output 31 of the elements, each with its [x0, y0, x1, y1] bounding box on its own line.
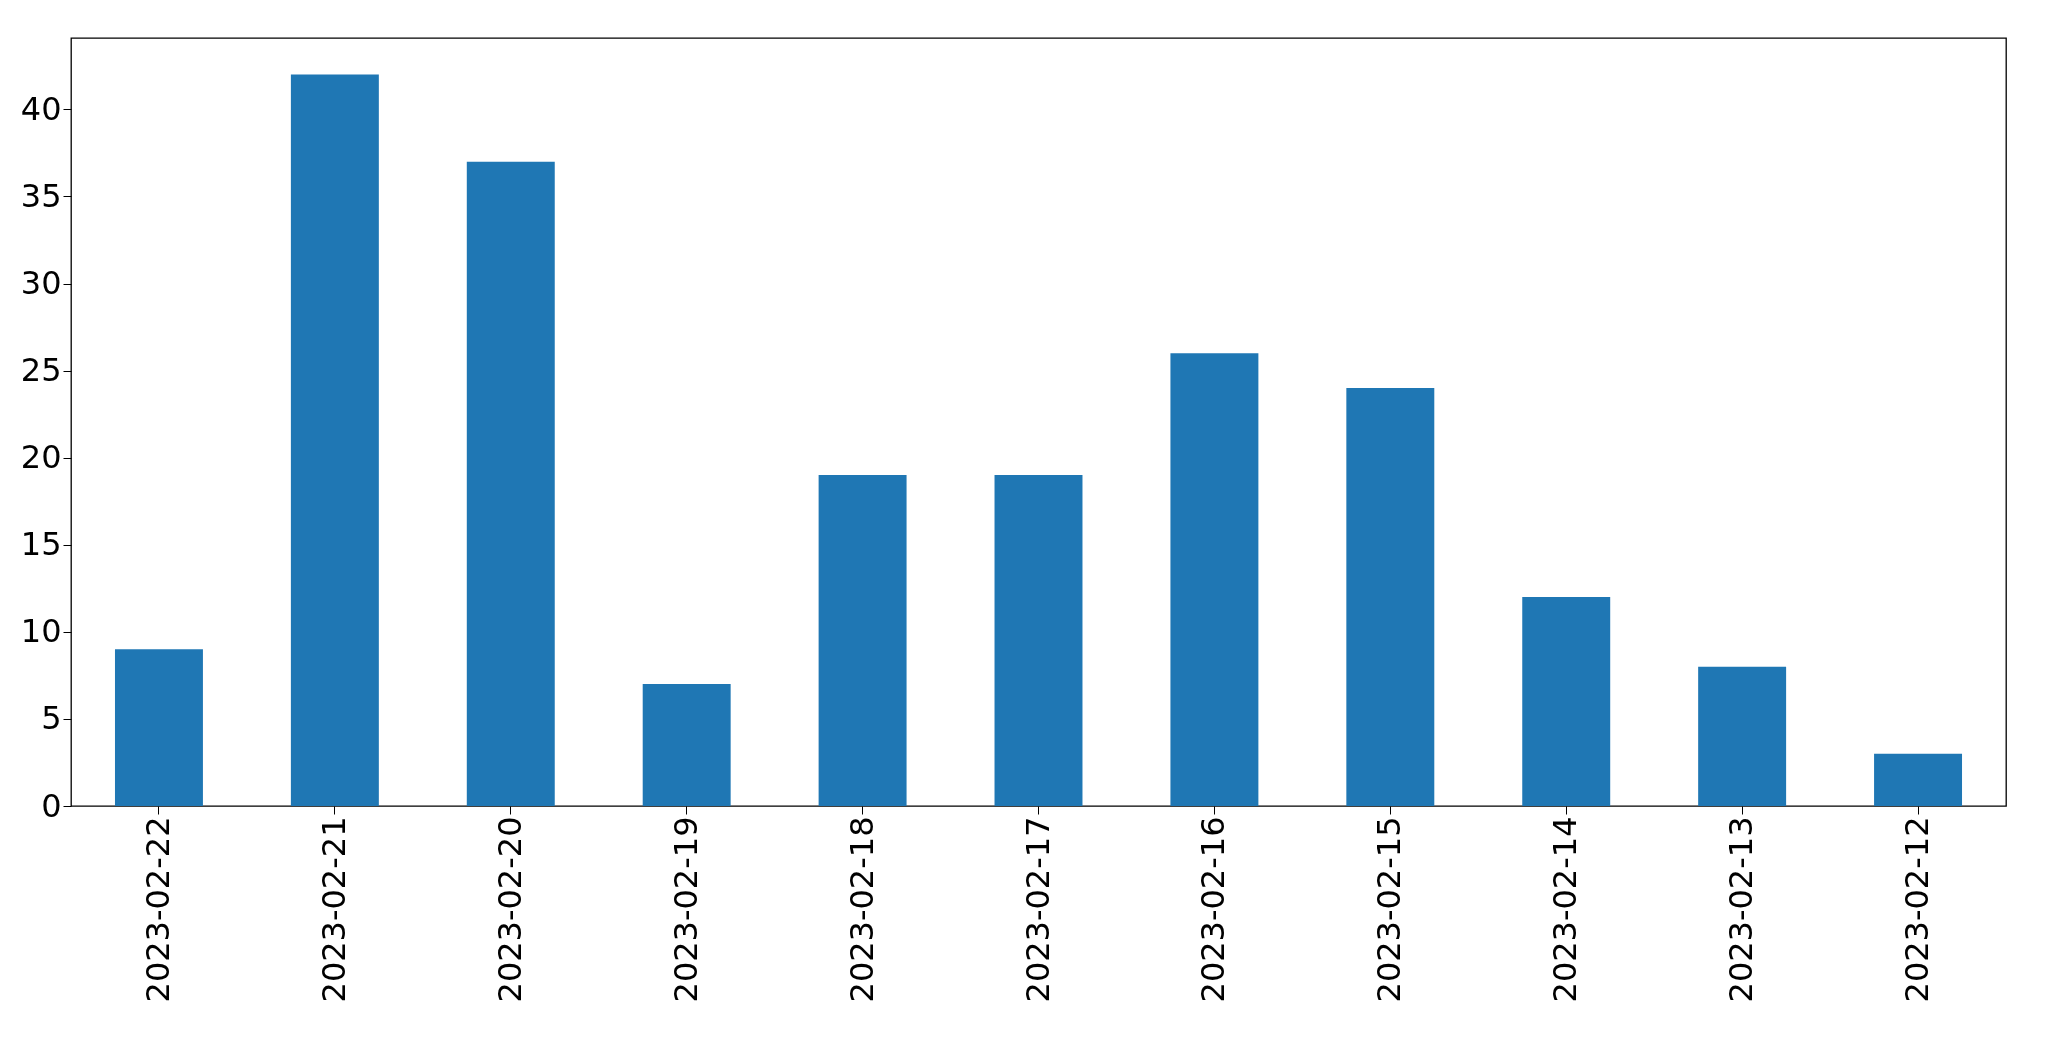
x-tick-label: 2023-02-19	[666, 816, 705, 1003]
bar	[466, 161, 555, 806]
bar	[1874, 753, 1963, 806]
bar	[1170, 353, 1259, 806]
y-tick-label: 10	[20, 612, 62, 651]
x-tick-label: 2023-02-12	[1898, 816, 1937, 1003]
x-tick-label: 2023-02-17	[1018, 816, 1057, 1003]
y-tick-label: 5	[41, 699, 62, 738]
bar	[642, 684, 731, 806]
bar	[114, 649, 203, 806]
bar	[1522, 597, 1611, 806]
y-tick-label: 35	[20, 176, 62, 215]
x-tick-label: 2023-02-16	[1194, 816, 1233, 1003]
x-tick-label: 2023-02-21	[314, 816, 353, 1003]
x-tick-label: 2023-02-13	[1722, 816, 1761, 1003]
y-tick-label: 20	[20, 438, 62, 477]
y-tick-label: 25	[20, 351, 62, 390]
x-tick-label: 2023-02-20	[490, 816, 529, 1003]
y-tick-label: 30	[20, 264, 62, 303]
y-tick-label: 0	[41, 786, 62, 825]
bar	[1698, 666, 1787, 806]
bar	[994, 475, 1083, 806]
y-tick-label: 40	[20, 89, 62, 128]
x-tick-label: 2023-02-18	[842, 816, 881, 1003]
y-tick-label: 15	[20, 525, 62, 564]
x-tick-label: 2023-02-14	[1546, 816, 1585, 1003]
bar	[818, 475, 907, 806]
x-tick-label: 2023-02-15	[1370, 816, 1409, 1003]
bar	[1346, 388, 1435, 806]
x-tick-label: 2023-02-22	[138, 816, 177, 1003]
bar	[290, 74, 379, 806]
